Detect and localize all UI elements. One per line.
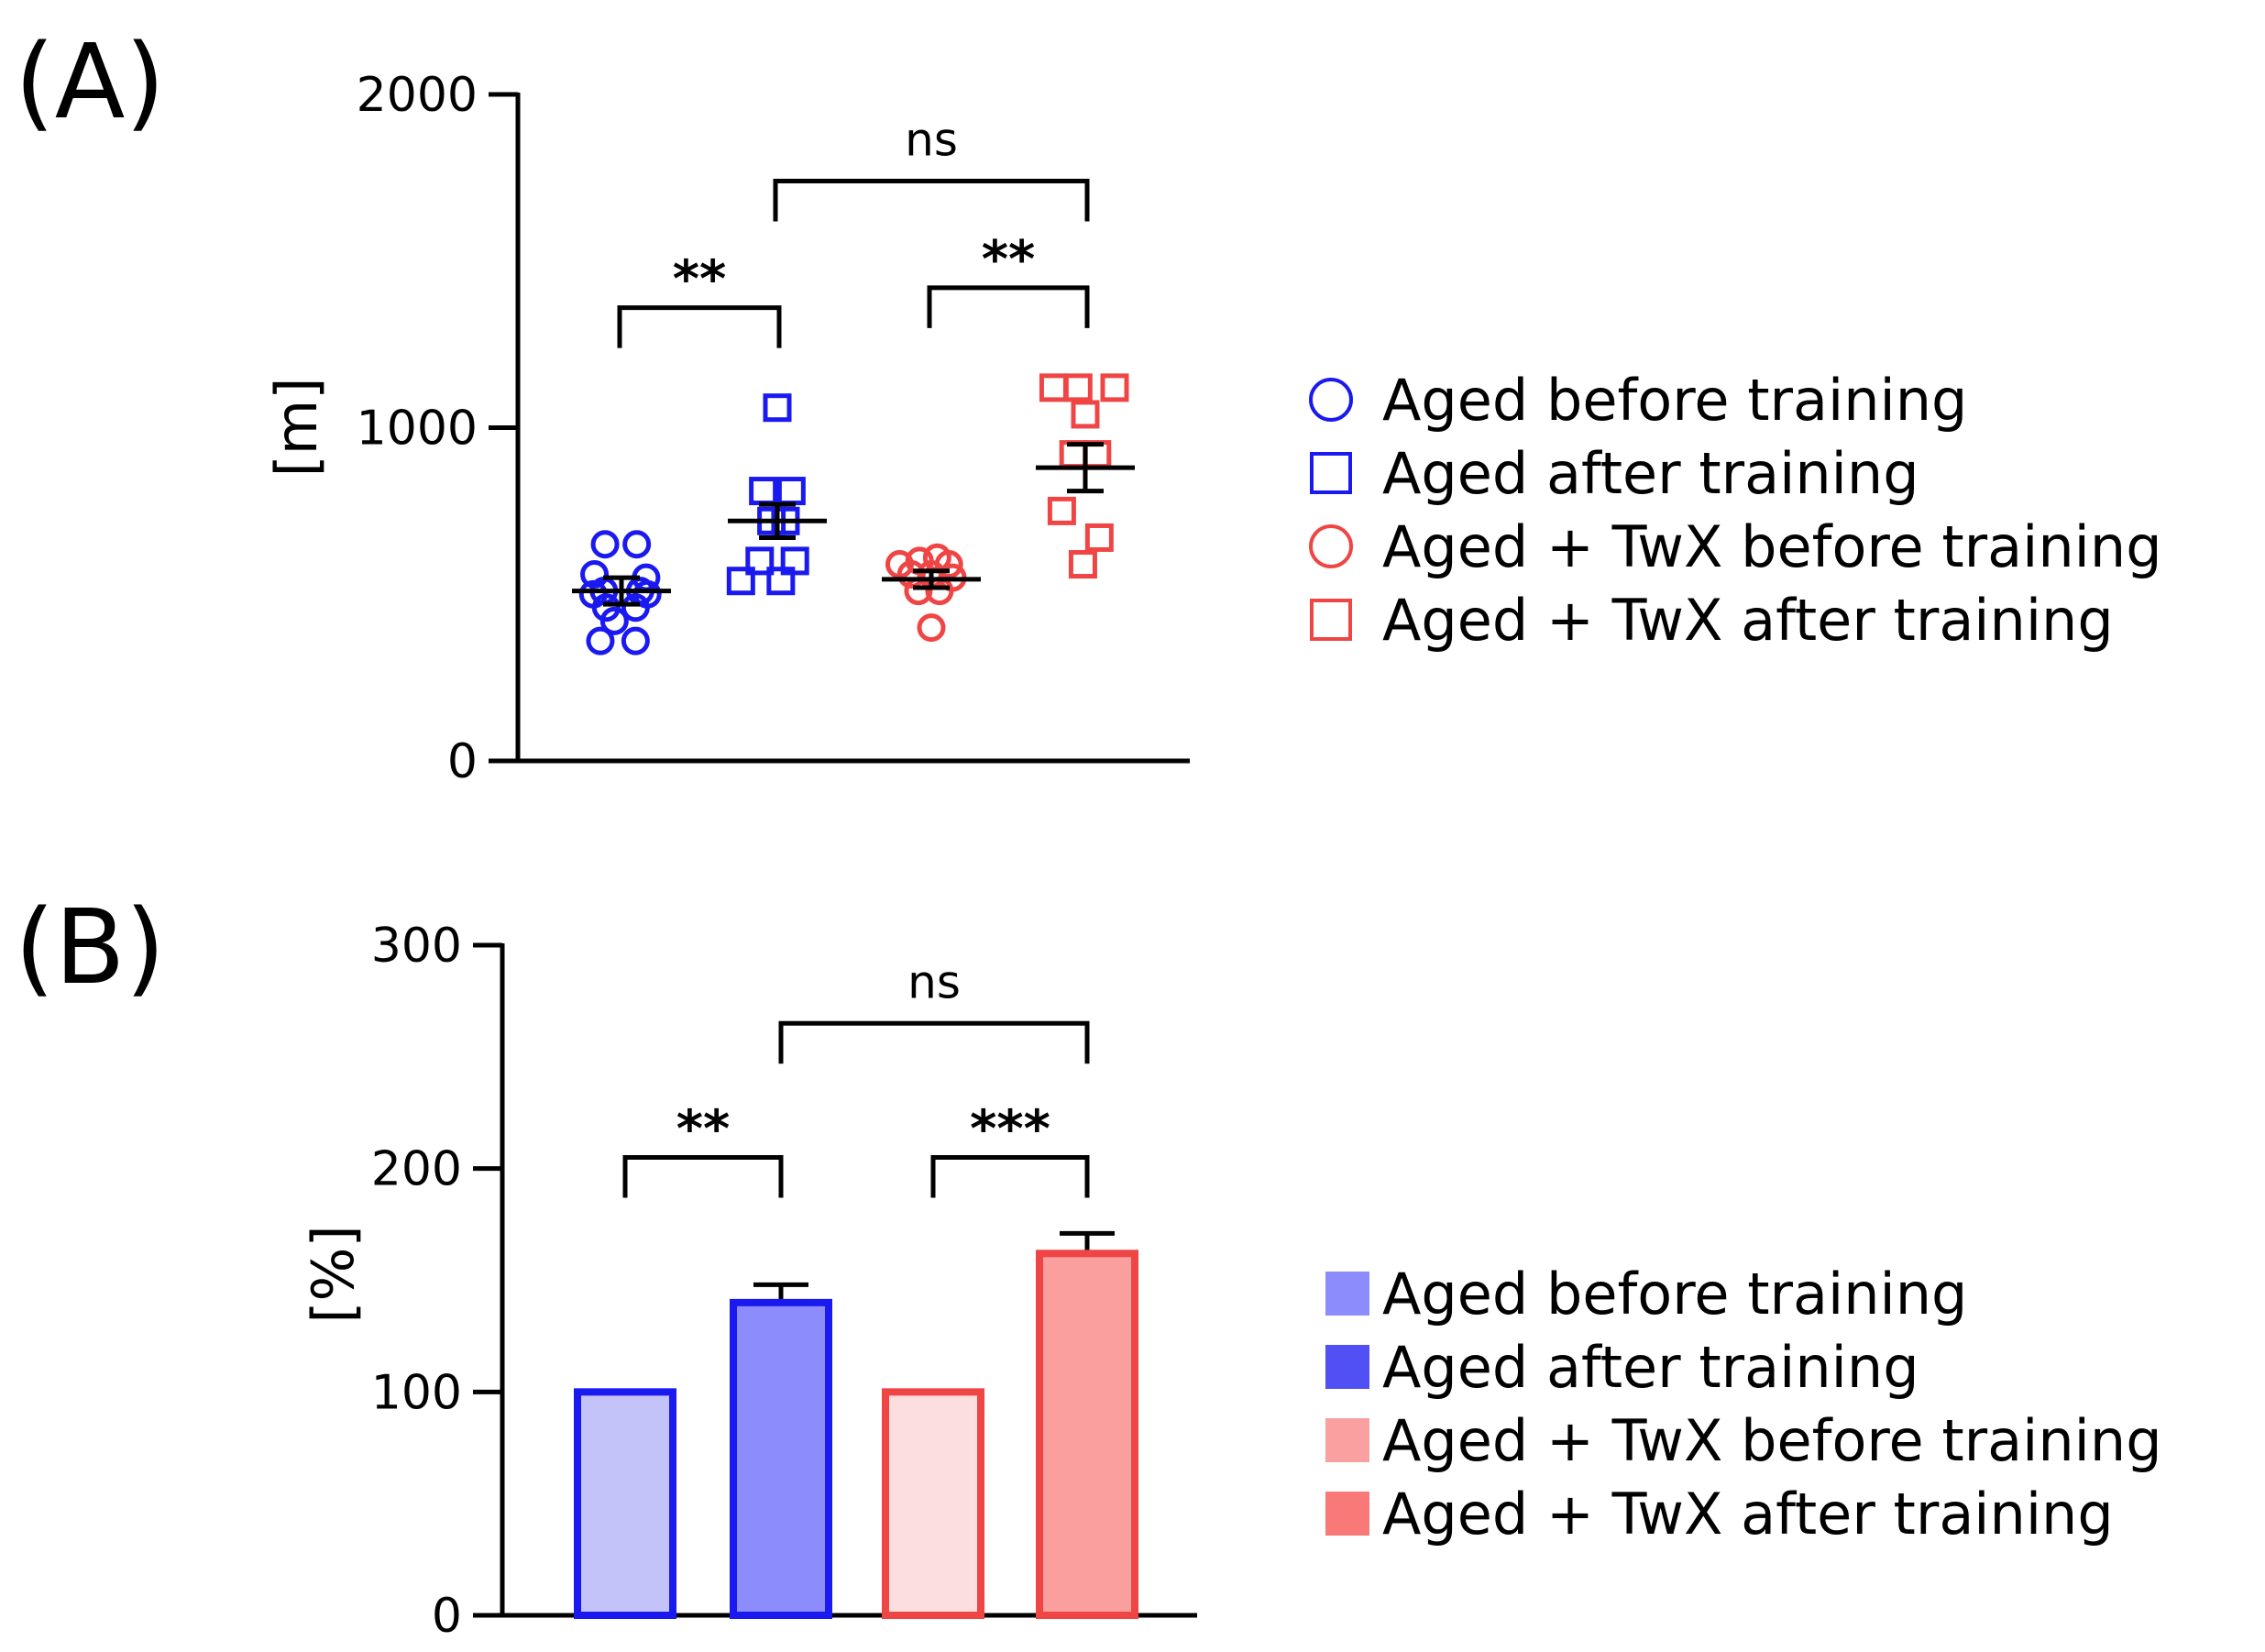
data-point-square	[726, 567, 755, 596]
data-point-circle	[917, 613, 946, 643]
data-point-square	[1047, 496, 1076, 525]
legend-label-a: Aged + TwX before training	[1382, 513, 2162, 580]
significance-bracket	[773, 179, 1090, 222]
y-tick-label-b: 100	[371, 1365, 462, 1420]
y-tick-label-b: 0	[432, 1589, 462, 1644]
legend-swatch	[1325, 1492, 1369, 1536]
data-point-circle	[599, 606, 629, 635]
bar	[1036, 1250, 1138, 1619]
data-point-circle	[590, 530, 620, 559]
data-point-circle	[621, 626, 650, 655]
bar	[730, 1298, 832, 1620]
legend-label-b: Aged after training	[1382, 1334, 1919, 1401]
legend-label-a: Aged after training	[1382, 440, 1919, 507]
significance-label: **	[982, 230, 1036, 290]
legend-marker-square	[1310, 452, 1352, 494]
y-tick-label-a: 2000	[357, 68, 478, 123]
significance-label: ns	[907, 955, 961, 1008]
legend-marker-circle	[1309, 524, 1353, 568]
significance-label: **	[673, 250, 727, 310]
legend-label-b: Aged before training	[1382, 1261, 1967, 1327]
significance-bracket	[622, 1154, 784, 1198]
significance-bracket	[617, 305, 782, 348]
data-point-square	[1084, 523, 1114, 552]
data-point-square	[745, 546, 775, 576]
legend-label-a: Aged + TwX after training	[1382, 587, 2114, 654]
data-point-square	[763, 393, 792, 423]
bar	[574, 1388, 676, 1620]
bar	[882, 1388, 984, 1620]
legend-swatch	[1325, 1272, 1369, 1316]
data-point-circle	[896, 559, 926, 589]
y-axis-label-b: [%]	[300, 1225, 367, 1323]
legend-swatch	[1325, 1418, 1369, 1462]
data-point-square	[1063, 373, 1093, 402]
significance-bracket	[930, 1154, 1090, 1198]
panel-label-b: (B)	[15, 888, 166, 1008]
data-point-square	[776, 477, 806, 506]
significance-label: ***	[970, 1099, 1050, 1159]
significance-bracket	[927, 285, 1090, 328]
significance-label: **	[676, 1099, 731, 1159]
legend-label-a: Aged before training	[1382, 367, 1967, 434]
data-point-circle	[586, 626, 615, 655]
legend-swatch	[1325, 1345, 1369, 1389]
y-tick-label-a: 0	[447, 734, 478, 789]
data-point-square	[766, 567, 796, 596]
legend-marker-circle	[1309, 378, 1353, 422]
significance-bracket	[778, 1020, 1090, 1064]
data-point-circle	[621, 593, 650, 622]
y-tick-label-b: 200	[371, 1142, 462, 1197]
data-point-square	[1100, 373, 1129, 402]
panel-label-a: (A)	[15, 23, 166, 142]
significance-label: ns	[905, 114, 958, 167]
data-point-square	[1039, 373, 1068, 402]
data-point-square	[749, 477, 778, 506]
y-tick-label-a: 1000	[357, 402, 478, 457]
legend-marker-square	[1310, 599, 1352, 641]
legend-label-b: Aged + TwX after training	[1382, 1481, 2114, 1547]
data-point-square	[1071, 400, 1100, 429]
y-tick-label-b: 300	[371, 919, 462, 974]
data-point-circle	[622, 530, 652, 559]
data-point-square	[1068, 550, 1097, 579]
legend-label-b: Aged + TwX before training	[1382, 1407, 2162, 1474]
y-axis-label-a: [m]	[263, 378, 330, 478]
